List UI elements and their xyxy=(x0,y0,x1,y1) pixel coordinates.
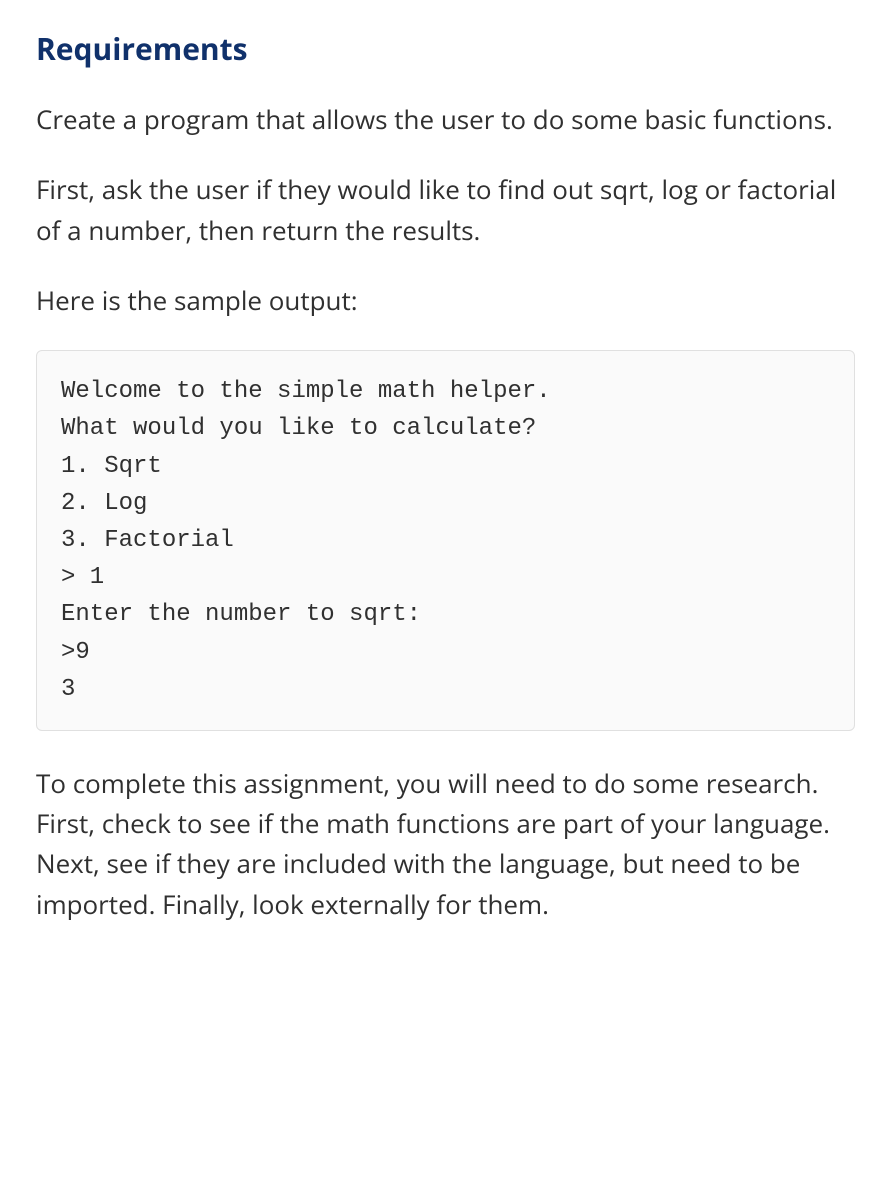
section-heading: Requirements xyxy=(36,28,855,69)
sample-output-code-block: Welcome to the simple math helper. What … xyxy=(36,350,855,731)
sample-output-label: Here is the sample output: xyxy=(36,280,855,320)
closing-paragraph: To complete this assignment, you will ne… xyxy=(36,763,855,924)
intro-paragraph-2: First, ask the user if they would like t… xyxy=(36,169,855,250)
intro-paragraph-1: Create a program that allows the user to… xyxy=(36,99,855,139)
